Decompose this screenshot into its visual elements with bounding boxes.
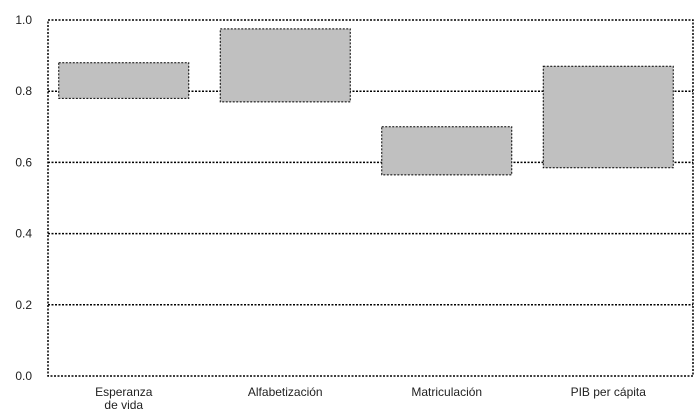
bars: [58, 28, 674, 176]
y-axis-tick-labels: 0.0 0.2 0.4 0.6 0.8 1.0: [15, 13, 32, 383]
range-bar: [542, 65, 674, 169]
y-tick-label: 1.0: [15, 13, 32, 27]
y-tick-label: 0.0: [15, 369, 32, 383]
y-tick-label: 0.2: [15, 298, 32, 312]
x-category-label: Alfabetización: [248, 385, 323, 399]
x-category-label: de vida: [104, 398, 143, 412]
x-category-label: Matriculación: [411, 385, 482, 399]
range-bar: [381, 126, 513, 176]
x-category-label: Esperanza: [95, 385, 153, 399]
y-tick-label: 0.6: [15, 155, 32, 169]
y-tick-label: 0.8: [15, 84, 32, 98]
y-tick-label: 0.4: [15, 227, 32, 241]
range-bar: [58, 62, 190, 99]
plot-frame: [47, 19, 694, 377]
range-bar: [219, 28, 351, 103]
x-category-label: PIB per cápita: [571, 385, 647, 399]
